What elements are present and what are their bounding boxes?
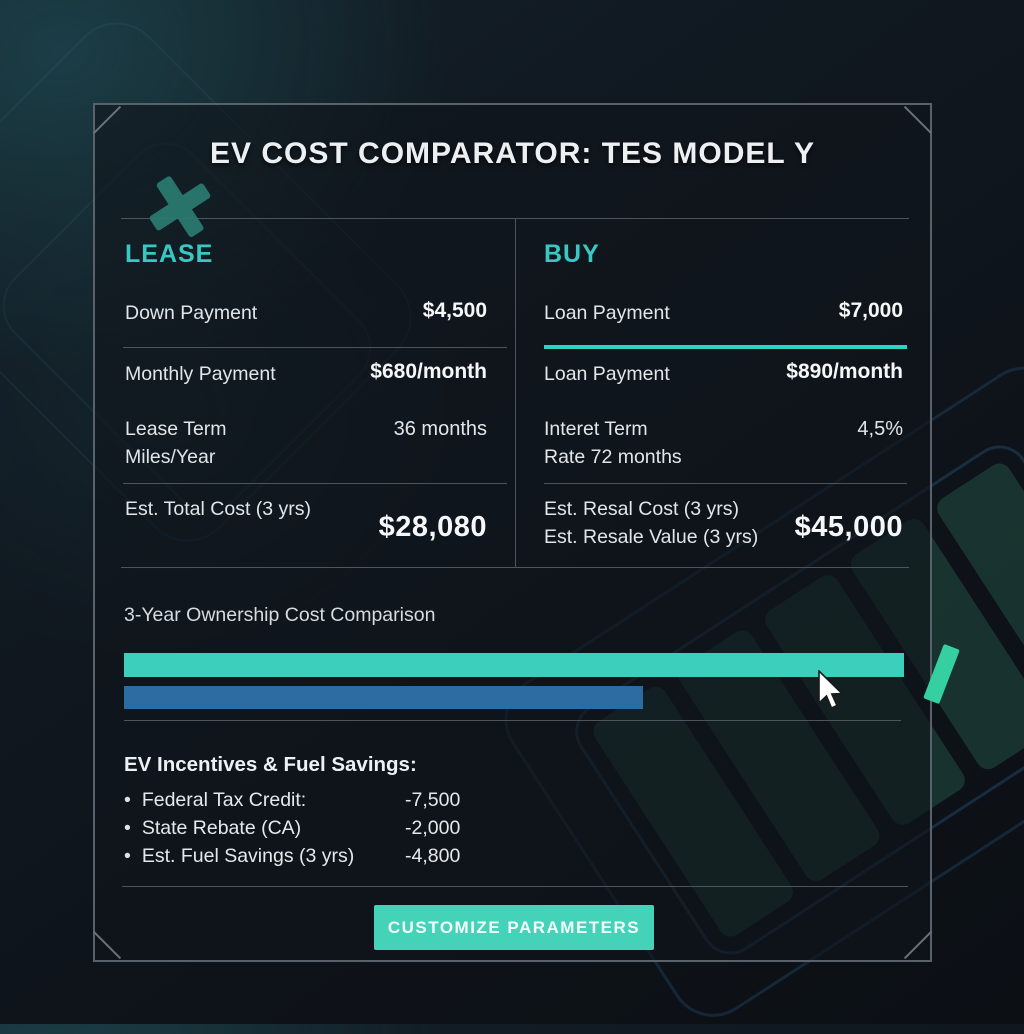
comparison-bar-blue <box>124 686 643 709</box>
bullet-icon: • <box>124 789 131 811</box>
teal-cross-icon <box>144 170 218 244</box>
row-divider <box>544 483 907 484</box>
comparison-bars <box>124 653 904 713</box>
buy-rate-label: Rate 72 months <box>544 446 682 468</box>
lease-down-payment-label: Down Payment <box>125 302 258 324</box>
buy-interest-label: Interet Term <box>544 418 648 440</box>
row-divider <box>123 347 507 348</box>
lease-term-value: 36 months <box>393 418 487 440</box>
incentive-label: State Rebate (CA) <box>141 817 302 839</box>
corner-accent <box>92 930 122 960</box>
incentive-value: -2,000 <box>405 817 461 839</box>
comparator-panel: EV COST COMPARATOR: TES MODEL Y LEASE Do… <box>92 103 933 962</box>
buy-card: BUY Loan Payment $7,000 Loan Payment $89… <box>515 219 909 567</box>
chart-title: 3-Year Ownership Cost Comparison <box>124 604 436 626</box>
incentive-value: -7,500 <box>405 789 461 811</box>
lease-term-label: Lease Term <box>125 418 227 440</box>
lease-monthly-payment-label: Monthly Payment <box>125 363 276 385</box>
incentive-item: • Est. Fuel Savings (3 yrs) -4,800 <box>124 845 554 868</box>
buy-header: BUY <box>544 240 600 268</box>
lease-header: LEASE <box>125 240 214 268</box>
lease-monthly-payment-value: $680/month <box>370 360 487 383</box>
mouse-cursor-icon <box>816 669 846 717</box>
lease-total-label: Est. Total Cost (3 yrs) <box>125 498 312 520</box>
lease-miles-label: Miles/Year <box>125 446 216 468</box>
incentive-value: -4,800 <box>405 845 461 867</box>
buy-loan-payment-label: Loan Payment <box>544 302 670 324</box>
corner-accent <box>903 930 933 960</box>
customize-parameters-button[interactable]: CUSTOMIZE PARAMETERS <box>374 905 654 950</box>
incentive-label: Federal Tax Credit: <box>141 789 307 811</box>
page-title: EV COST COMPARATOR: TES MODEL Y <box>210 137 815 170</box>
comparison-bar-teal <box>124 653 904 677</box>
bullet-icon: • <box>124 845 131 867</box>
corner-accent <box>903 105 933 135</box>
incentive-item: • Federal Tax Credit: -7,500 <box>124 789 554 812</box>
row-divider <box>123 483 507 484</box>
buy-resale-value: $45,000 <box>794 511 903 543</box>
incentives-header: EV Incentives & Fuel Savings: <box>124 753 417 776</box>
incentive-item: • State Rebate (CA) -2,000 <box>124 817 554 840</box>
buy-loan-payment-value: $7,000 <box>838 299 903 322</box>
lease-total-value: $28,080 <box>378 511 487 543</box>
buy-loan-monthly-value: $890/month <box>786 360 903 383</box>
section-divider <box>124 720 901 721</box>
corner-accent <box>92 105 122 135</box>
section-divider <box>122 886 908 887</box>
buy-interest-value: 4,5% <box>857 418 903 440</box>
lease-down-payment-value: $4,500 <box>422 299 487 322</box>
lease-card: LEASE Down Payment $4,500 Monthly Paymen… <box>121 219 515 567</box>
cost-cards: LEASE Down Payment $4,500 Monthly Paymen… <box>121 218 909 568</box>
buy-loan-monthly-label: Loan Payment <box>544 363 670 385</box>
buy-resale-label-2: Est. Resale Value (3 yrs) <box>544 526 759 548</box>
incentive-label: Est. Fuel Savings (3 yrs) <box>141 845 355 867</box>
teal-divider <box>544 345 907 349</box>
buy-resale-label: Est. Resal Cost (3 yrs) <box>544 498 740 520</box>
bullet-icon: • <box>124 817 131 839</box>
